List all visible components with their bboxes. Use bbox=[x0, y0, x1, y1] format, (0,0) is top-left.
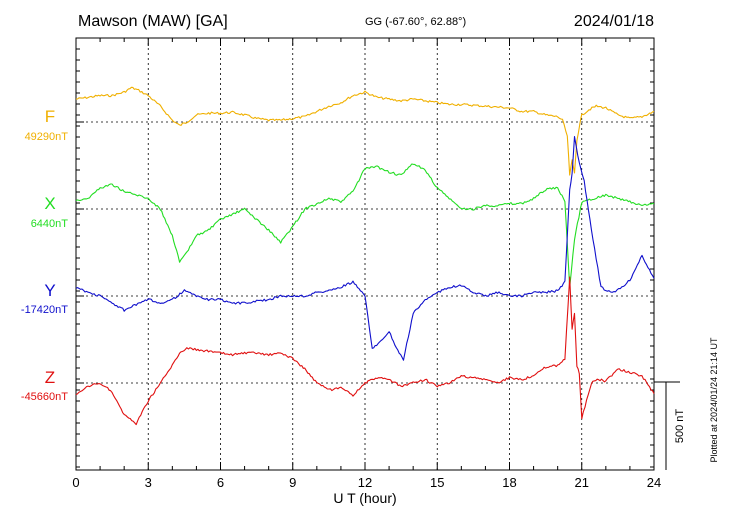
series-label-z: Z bbox=[45, 368, 55, 387]
series-label-f: F bbox=[45, 107, 55, 126]
x-tick-label: 21 bbox=[575, 475, 589, 490]
series-line-y bbox=[75, 136, 655, 361]
baseline-label-f: 49290nT bbox=[25, 131, 69, 143]
x-tick-label: 15 bbox=[430, 475, 444, 490]
plot-date: 2024/01/18 bbox=[574, 13, 654, 30]
x-tick-label: 6 bbox=[217, 475, 224, 490]
x-axis-label: U T (hour) bbox=[333, 490, 396, 506]
series-line-x bbox=[75, 163, 655, 288]
x-tick-label: 9 bbox=[289, 475, 296, 490]
grid-lines bbox=[147, 38, 583, 470]
x-tick-label: 3 bbox=[145, 475, 152, 490]
x-tick-label: 24 bbox=[647, 475, 661, 490]
series-line-z bbox=[75, 276, 655, 426]
baseline-label-x: 6440nT bbox=[31, 218, 69, 230]
x-tick-label: 0 bbox=[72, 475, 79, 490]
series-layer bbox=[75, 86, 655, 426]
plotted-at-note: Plotted at 2024/01/24 21:14 UT bbox=[709, 337, 719, 463]
station-title: Mawson (MAW) [GA] bbox=[78, 13, 228, 30]
x-tick-label: 18 bbox=[502, 475, 516, 490]
x-tick-labels: 0 3 6 9 12 15 18 21 24 bbox=[72, 475, 661, 490]
series-label-x: X bbox=[44, 194, 55, 213]
x-tick-label: 12 bbox=[358, 475, 372, 490]
baseline-label-y: -17420nT bbox=[21, 304, 68, 316]
scale-bar-label: 500 nT bbox=[674, 409, 686, 444]
series-label-y: Y bbox=[44, 281, 55, 300]
baseline-label-z: -45660nT bbox=[21, 391, 68, 403]
station-coords: GG (-67.60°, 62.88°) bbox=[365, 16, 466, 28]
series-line-f bbox=[75, 86, 655, 176]
axis-ticks bbox=[75, 37, 655, 470]
